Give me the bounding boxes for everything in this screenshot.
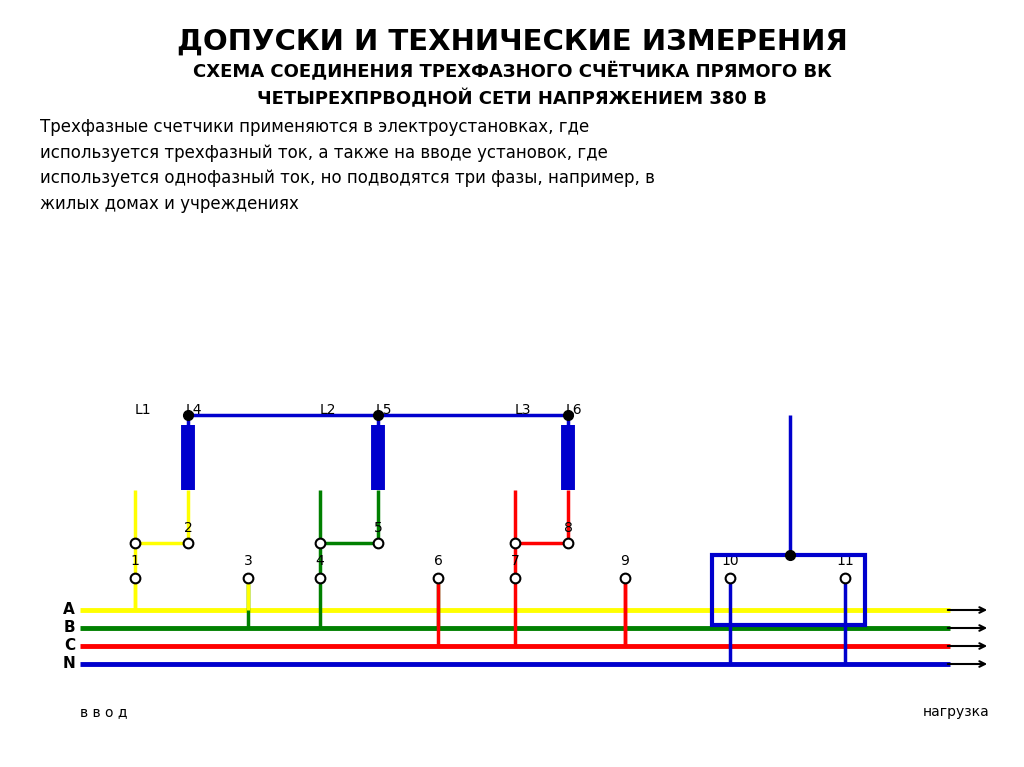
Text: L2: L2	[319, 403, 337, 417]
Text: В: В	[63, 621, 75, 636]
Text: N: N	[62, 657, 75, 671]
Text: L3: L3	[515, 403, 531, 417]
Text: С: С	[63, 638, 75, 653]
Text: 8: 8	[563, 521, 572, 535]
Text: 7: 7	[511, 554, 519, 568]
Text: 11: 11	[837, 554, 854, 568]
Text: L5: L5	[376, 403, 392, 417]
Text: Трехфазные счетчики применяются в электроустановках, где
используется трехфазный: Трехфазные счетчики применяются в электр…	[40, 118, 655, 213]
Text: 10: 10	[721, 554, 738, 568]
Text: 3: 3	[244, 554, 252, 568]
Text: L4: L4	[186, 403, 203, 417]
Text: L6: L6	[566, 403, 583, 417]
Text: ДОПУСКИ И ТЕХНИЧЕСКИЕ ИЗМЕРЕНИЯ: ДОПУСКИ И ТЕХНИЧЕСКИЕ ИЗМЕРЕНИЯ	[176, 28, 848, 56]
Text: 2: 2	[183, 521, 193, 535]
Text: 4: 4	[315, 554, 325, 568]
Text: нагрузка: нагрузка	[924, 705, 990, 719]
Text: 6: 6	[433, 554, 442, 568]
Text: 1: 1	[131, 554, 139, 568]
Text: в в о д: в в о д	[80, 705, 128, 719]
Text: 5: 5	[374, 521, 382, 535]
Text: L1: L1	[135, 403, 152, 417]
Text: А: А	[63, 603, 75, 617]
Bar	[712, 555, 865, 625]
Text: СХЕМА СОЕДИНЕНИЯ ТРЕХФАЗНОГО СЧЁТЧИКА ПРЯМОГО ВК
ЧЕТЫРЕХПРВОДНОЙ СЕТИ НАПРЯЖЕНИЕ: СХЕМА СОЕДИНЕНИЯ ТРЕХФАЗНОГО СЧЁТЧИКА ПР…	[193, 62, 831, 108]
Text: 9: 9	[621, 554, 630, 568]
